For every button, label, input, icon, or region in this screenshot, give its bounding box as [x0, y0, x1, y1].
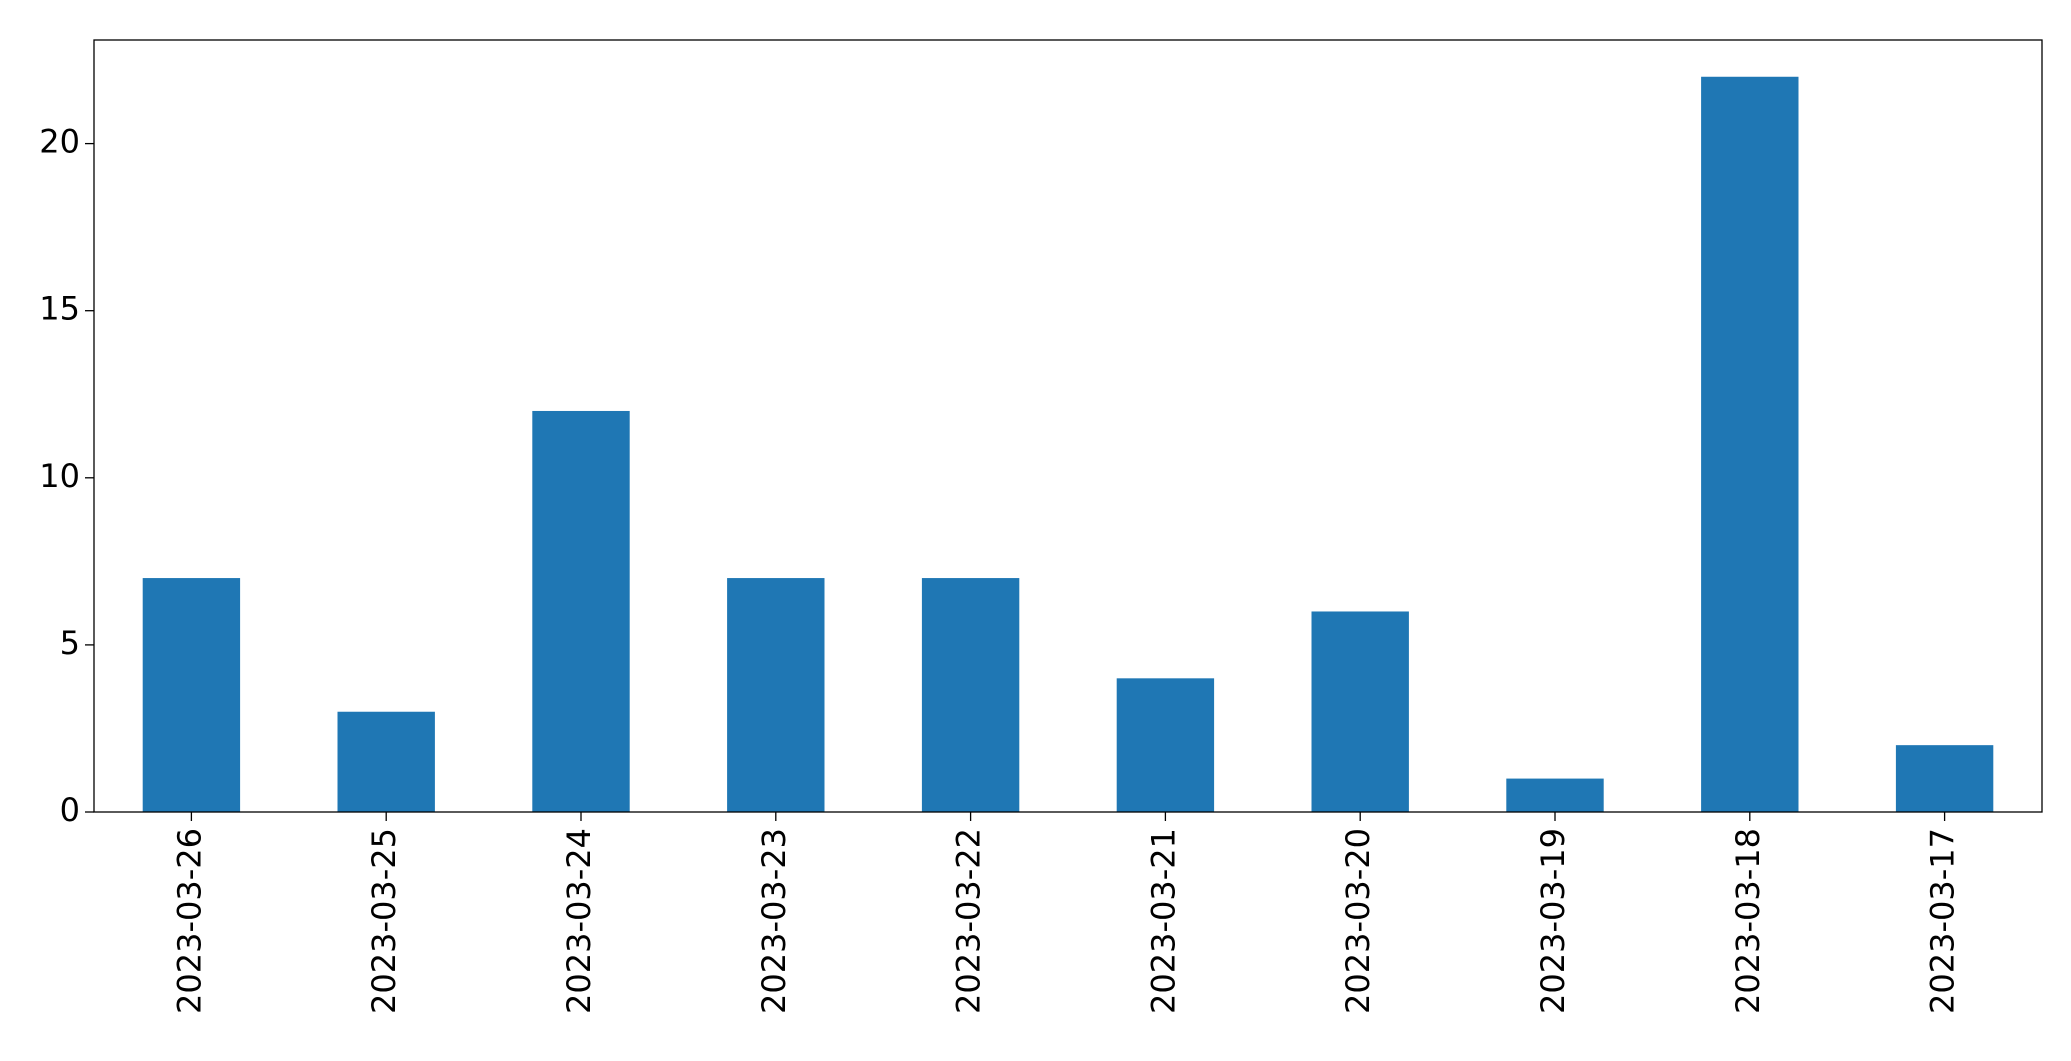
bar: [1701, 76, 1799, 812]
bar: [727, 578, 825, 812]
x-tick-label: 2023-03-20: [1339, 828, 1377, 1014]
y-tick-label: 5: [60, 624, 80, 662]
x-tick-label: 2023-03-24: [560, 828, 598, 1014]
bar: [1506, 778, 1604, 812]
x-tick-label: 2023-03-26: [170, 828, 208, 1014]
x-tick-label: 2023-03-23: [755, 828, 793, 1014]
x-tick-label: 2023-03-21: [1144, 828, 1182, 1014]
plot-frame: [93, 39, 2043, 813]
y-tick-label: 10: [39, 457, 80, 495]
bar: [142, 578, 241, 812]
x-tick-label: 2023-03-17: [1924, 828, 1962, 1014]
x-tick-label: 2023-03-22: [950, 828, 988, 1014]
bar: [1895, 745, 1994, 812]
bar: [532, 410, 630, 812]
x-tick-label: 2023-03-18: [1729, 828, 1767, 1014]
y-tick-label: 15: [39, 290, 80, 328]
bar: [1116, 678, 1215, 812]
y-tick-label: 20: [39, 123, 80, 161]
y-tick-label: 0: [60, 791, 80, 829]
bar: [337, 711, 435, 812]
bar: [921, 578, 1020, 812]
x-tick-label: 2023-03-25: [365, 828, 403, 1014]
x-tick-label: 2023-03-19: [1534, 828, 1572, 1014]
bar: [1311, 611, 1409, 812]
